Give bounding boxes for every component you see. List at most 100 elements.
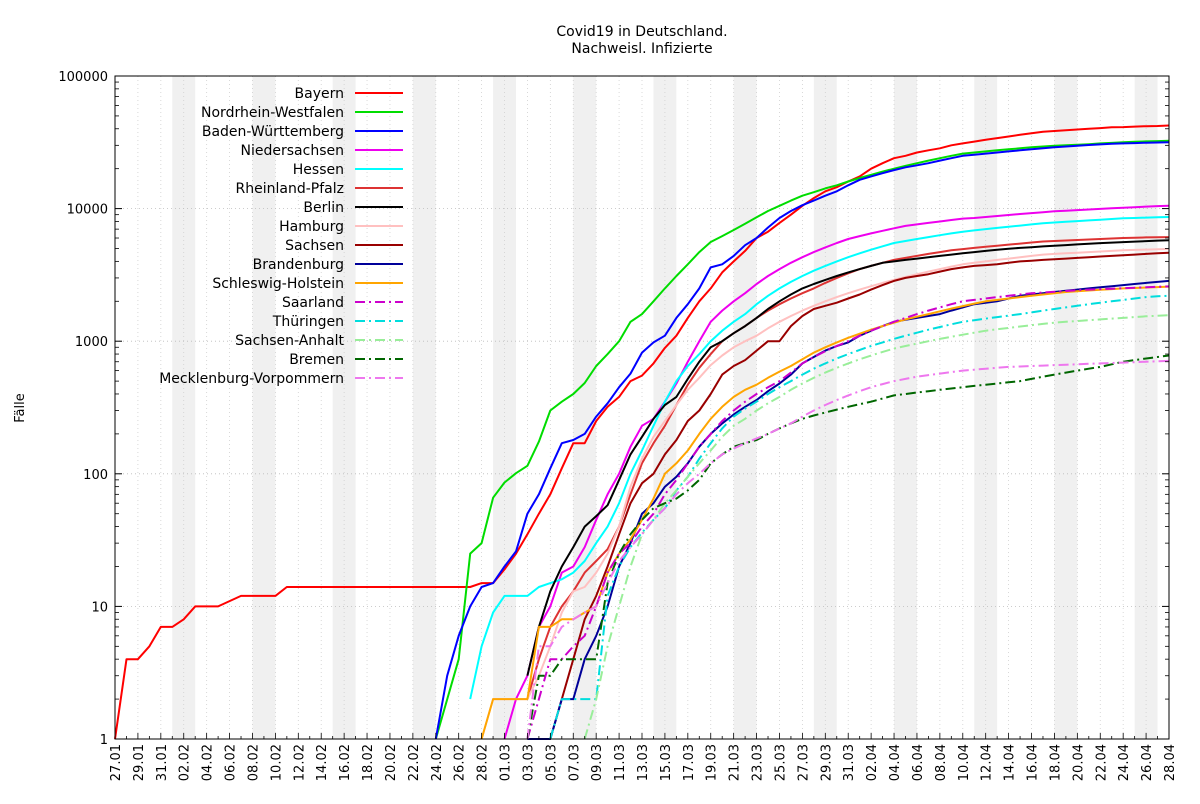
xtick-label: 24.02 [430, 744, 445, 781]
legend-label: Bayern [295, 86, 344, 102]
legend-label: Hamburg [279, 219, 344, 235]
y-axis-ticks: 1 10 100 1000 10000 100000 [58, 70, 1169, 748]
series-line-14 [526, 354, 1170, 740]
legend-label: Sachsen [285, 238, 344, 254]
weekend-band-12 [1134, 76, 1158, 739]
xtick-label: 12.04 [980, 744, 995, 781]
series-line-8 [527, 251, 1170, 740]
xtick-label: 02.02 [178, 744, 193, 781]
xtick-label: 28.04 [1163, 744, 1178, 781]
legend-label: Sachsen-Anhalt [235, 333, 344, 349]
xtick-label: 29.03 [819, 744, 834, 781]
series-line-6 [526, 239, 1170, 676]
weekend-band-6 [653, 76, 677, 739]
xtick-label: 11.03 [613, 744, 628, 781]
xtick-label: 19.03 [705, 744, 720, 781]
xtick-label: 27.03 [796, 744, 811, 781]
ytick-label: 10 [91, 600, 108, 615]
xtick-label: 02.04 [865, 744, 880, 781]
ytick-label: 100 [83, 468, 108, 483]
xtick-label: 22.04 [1094, 744, 1109, 781]
weekend-band-8 [813, 76, 837, 739]
xtick-label: 04.02 [201, 744, 216, 781]
series-line-7 [480, 248, 1170, 740]
series-line-3 [503, 204, 1170, 740]
series-line-15 [526, 359, 1170, 740]
xtick-label: 18.04 [1048, 744, 1063, 781]
series-line-0 [114, 124, 1170, 740]
xtick-label: 06.02 [224, 744, 239, 781]
xtick-label: 27.01 [109, 744, 124, 781]
chart-subtitle: Nachweisl. Infizierte [571, 41, 712, 57]
xtick-label: 24.04 [1117, 744, 1132, 781]
xtick-label: 13.03 [636, 744, 651, 781]
weekend-band-5 [573, 76, 597, 739]
xtick-label: 21.03 [728, 744, 743, 781]
legend-label: Hessen [293, 162, 344, 178]
series-line-12 [549, 294, 1170, 740]
legend-label: Thüringen [272, 314, 344, 330]
xtick-label: 20.04 [1071, 744, 1086, 781]
weekend-band-1 [252, 76, 276, 739]
xtick-label: 08.04 [934, 744, 949, 781]
xtick-label: 17.03 [682, 744, 697, 781]
xtick-label: 16.04 [1026, 744, 1041, 781]
xtick-label: 14.04 [1003, 744, 1018, 781]
xtick-label: 01.03 [499, 744, 514, 781]
legend-label: Nordrhein-Westfalen [201, 105, 344, 121]
xtick-label: 20.02 [384, 744, 399, 781]
weekend-band-4 [493, 76, 516, 739]
xtick-label: 08.02 [246, 744, 261, 781]
xtick-label: 05.03 [544, 744, 559, 781]
xtick-label: 03.03 [521, 744, 536, 781]
series-line-4 [469, 216, 1170, 700]
legend-label: Saarland [282, 295, 344, 311]
weekend-band-11 [1054, 76, 1078, 739]
series-lines [114, 124, 1170, 740]
x-axis-ticks: 27.01 29.01 31.01 02.02 04.02 06.02 08.02 10.02… [109, 733, 1178, 781]
ytick-label: 1000 [75, 335, 108, 350]
chart-title: Covid19 in Deutschland. [556, 24, 727, 40]
xtick-label: 28.02 [476, 744, 491, 781]
weekend-band-9 [894, 76, 917, 739]
xtick-label: 04.04 [888, 744, 903, 781]
weekend-band-2 [332, 76, 356, 739]
legend-label: Schleswig-Holstein [212, 276, 344, 292]
xtick-label: 29.01 [132, 744, 147, 781]
xtick-label: 15.03 [659, 744, 674, 781]
xtick-label: 07.03 [567, 744, 582, 781]
xtick-label: 23.03 [751, 744, 766, 781]
legend-label: Baden-Württemberg [202, 124, 344, 140]
legend-label: Brandenburg [253, 257, 344, 273]
xtick-label: 22.02 [407, 744, 422, 781]
xtick-label: 09.03 [590, 744, 605, 781]
ytick-label: 100000 [58, 70, 108, 85]
xtick-label: 26.02 [453, 744, 468, 781]
legend-label: Berlin [303, 200, 344, 216]
legend-label: Bremen [289, 352, 344, 368]
y-axis-label: Fälle [13, 393, 28, 422]
ytick-label: 1 [100, 733, 108, 748]
series-line-1 [434, 139, 1170, 740]
series-line-2 [434, 141, 1170, 740]
xtick-label: 12.02 [292, 744, 307, 781]
xtick-label: 14.02 [315, 744, 330, 781]
legend: Bayern Nordrhein-Westfalen Baden-Württembe… [159, 86, 403, 387]
legend-label: Niedersachsen [241, 143, 344, 159]
legend-label: Mecklenburg-Vorpommern [159, 371, 344, 387]
xtick-label: 06.04 [911, 744, 926, 781]
weekend-band-3 [412, 76, 436, 739]
xtick-label: 31.03 [842, 744, 857, 781]
weekend-band-10 [974, 76, 998, 739]
xtick-label: 10.04 [957, 744, 972, 781]
xtick-label: 31.01 [155, 744, 170, 781]
series-line-11 [526, 285, 1170, 740]
ytick-label: 10000 [67, 203, 108, 218]
legend-label: Rheinland-Pfalz [236, 181, 344, 197]
xtick-label: 25.03 [773, 744, 788, 781]
xtick-label: 10.02 [269, 744, 284, 781]
xtick-label: 18.02 [361, 744, 376, 781]
xtick-label: 26.04 [1140, 744, 1155, 781]
